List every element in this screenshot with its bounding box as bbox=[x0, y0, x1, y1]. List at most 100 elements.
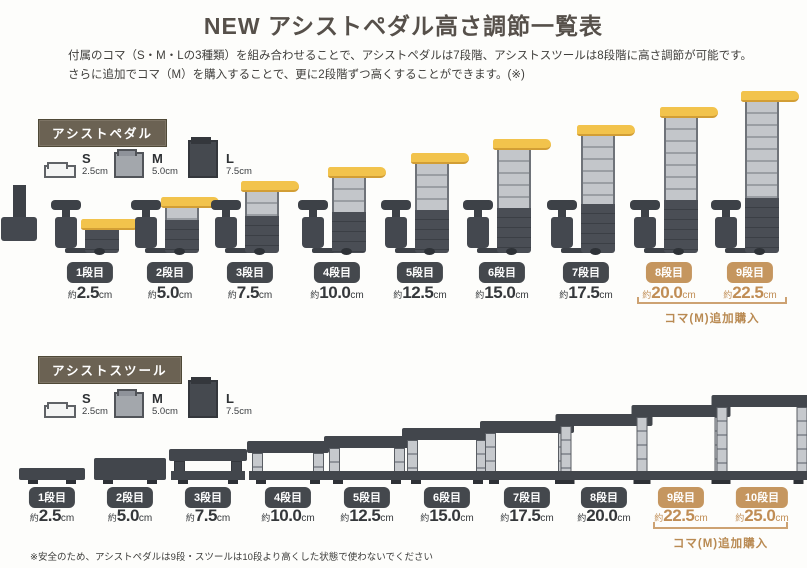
stool-icon bbox=[169, 449, 247, 484]
step-badge: 5段目 bbox=[343, 487, 391, 508]
step-height: 約20.0cm bbox=[642, 283, 696, 302]
koma-m-size: 5.0cm bbox=[152, 165, 178, 177]
adjust-knob-icon bbox=[381, 200, 431, 253]
step-badge: 2段目 bbox=[146, 262, 194, 283]
adjust-knob-icon bbox=[547, 200, 597, 253]
stool-step-column-5: 5段目 約12.5cm bbox=[317, 395, 417, 555]
koma-m-name: M bbox=[152, 151, 163, 167]
step-height: 約17.5cm bbox=[500, 506, 554, 525]
stool-step-column-4: 4段目 約10.0cm bbox=[238, 395, 338, 555]
step-height: 約10.0cm bbox=[310, 283, 364, 302]
koma-s-icon bbox=[44, 162, 76, 178]
step-badge: 6段目 bbox=[478, 262, 526, 283]
step-badge: 4段目 bbox=[264, 487, 312, 508]
step-height: 約2.5cm bbox=[67, 283, 113, 302]
adjust-knob-icon bbox=[298, 200, 348, 253]
pedal-plate-icon bbox=[81, 219, 139, 230]
step-badge: 7段目 bbox=[562, 262, 610, 283]
step-badge: 3段目 bbox=[226, 262, 274, 283]
pedal-illustration-4 bbox=[292, 86, 386, 255]
koma-l-icon bbox=[188, 137, 218, 178]
koma-s-size: 2.5cm bbox=[82, 405, 108, 417]
car-pedal-icon bbox=[1, 185, 47, 247]
pedal-tower-icon bbox=[493, 139, 551, 255]
step-height: 約20.0cm bbox=[577, 506, 631, 525]
stool-illustration-3 bbox=[158, 395, 258, 484]
koma-s-icon bbox=[44, 402, 76, 418]
pedal-plate-icon bbox=[741, 91, 799, 102]
step-badge: 4段目 bbox=[313, 262, 361, 283]
pedal-tower-icon bbox=[577, 125, 635, 255]
pedal-extra-bracket bbox=[637, 297, 787, 304]
step-badge: 2段目 bbox=[106, 487, 154, 508]
stool-illustration-2 bbox=[80, 395, 180, 484]
pedal-illustration-5 bbox=[375, 86, 469, 255]
pedal-plate-icon bbox=[577, 125, 635, 136]
pedal-step-column-5: 5段目 約12.5cm bbox=[375, 86, 469, 311]
step-height: 約12.5cm bbox=[340, 506, 394, 525]
step-badge: 1段目 bbox=[66, 262, 114, 283]
pedal-illustration-2 bbox=[125, 86, 219, 255]
pedal-illustration-6 bbox=[457, 86, 551, 255]
stool-illustration-4 bbox=[238, 395, 338, 484]
koma-l-name: L bbox=[226, 391, 234, 407]
stool-extra-note: コマ(M)追加購入 bbox=[672, 538, 769, 550]
step-height: 約15.0cm bbox=[420, 506, 474, 525]
koma-l-icon bbox=[188, 377, 218, 418]
pedal-tower-icon bbox=[161, 197, 219, 255]
pedal-plate-icon bbox=[660, 107, 718, 118]
stool-illustration-1 bbox=[2, 395, 102, 484]
pedal-plate-icon bbox=[161, 197, 219, 208]
koma-l-size: 7.5cm bbox=[226, 165, 252, 177]
pedal-section-label: アシストペダル bbox=[38, 119, 168, 147]
page-title: NEW アシストペダル高さ調節一覧表 bbox=[203, 13, 604, 39]
pedal-extra-note: コマ(M)追加購入 bbox=[664, 313, 760, 325]
koma-s-label: S 2.5cm bbox=[82, 391, 108, 417]
stool-illustration-10 bbox=[711, 395, 807, 484]
koma-m-name: M bbox=[152, 391, 163, 407]
step-height: 約25.0cm bbox=[735, 506, 789, 525]
step-height: 約15.0cm bbox=[475, 283, 529, 302]
step-badge: 1段目 bbox=[28, 487, 76, 508]
koma-l-name: L bbox=[226, 151, 234, 167]
adjust-knob-icon bbox=[131, 200, 181, 253]
step-badge: 3段目 bbox=[184, 487, 232, 508]
pedal-step-column-3: 3段目 約7.5cm bbox=[205, 86, 299, 311]
stool-illustration-5 bbox=[317, 395, 417, 484]
step-height: 約5.0cm bbox=[147, 283, 193, 302]
pedal-step-column-4: 4段目 約10.0cm bbox=[292, 86, 386, 311]
stool-icon bbox=[247, 441, 329, 484]
pedal-step-column-1: 1段目 約2.5cm bbox=[1, 86, 139, 311]
step-height: 約22.5cm bbox=[723, 283, 777, 302]
koma-m-size: 5.0cm bbox=[152, 405, 178, 417]
stool-icon bbox=[19, 468, 85, 484]
stool-step-column-2: 2段目 約5.0cm bbox=[80, 395, 180, 555]
pedal-tower-icon bbox=[411, 153, 469, 255]
stool-section-label: アシストスツール bbox=[38, 356, 182, 384]
stool-step-column-10: 10段目 約25.0cm bbox=[711, 395, 807, 555]
step-height: 約7.5cm bbox=[185, 506, 231, 525]
pedal-step-column-9: 9段目 約22.5cm bbox=[705, 86, 799, 311]
stool-icon bbox=[94, 458, 166, 484]
koma-s-name: S bbox=[82, 391, 91, 407]
pedal-tower-icon bbox=[241, 181, 299, 255]
koma-m-icon bbox=[114, 389, 144, 418]
pedal-tower-icon bbox=[660, 107, 718, 255]
step-height: 約17.5cm bbox=[559, 283, 613, 302]
koma-s-size: 2.5cm bbox=[82, 165, 108, 177]
pedal-koma-legend: S 2.5cm M 5.0cm L 7.5cm bbox=[40, 134, 280, 178]
koma-m-label: M 5.0cm bbox=[152, 151, 178, 177]
pedal-illustration-7 bbox=[541, 86, 635, 255]
stool-step-column-3: 3段目 約7.5cm bbox=[158, 395, 258, 555]
step-height: 約22.5cm bbox=[654, 506, 708, 525]
koma-s-label: S 2.5cm bbox=[82, 151, 108, 177]
pedal-step-column-6: 6段目 約15.0cm bbox=[457, 86, 551, 311]
step-badge: 9段目 bbox=[657, 487, 705, 508]
koma-l-label: L 7.5cm bbox=[226, 391, 252, 417]
adjust-knob-icon bbox=[630, 200, 680, 253]
adjust-knob-icon bbox=[463, 200, 513, 253]
stool-step-column-6: 6段目 約15.0cm bbox=[397, 395, 497, 555]
intro-line-2: さらに追加でコマ（M）を購入することで、更に2段階ずつ高くすることができます。(… bbox=[68, 68, 525, 81]
pedal-tower-icon bbox=[741, 91, 799, 255]
